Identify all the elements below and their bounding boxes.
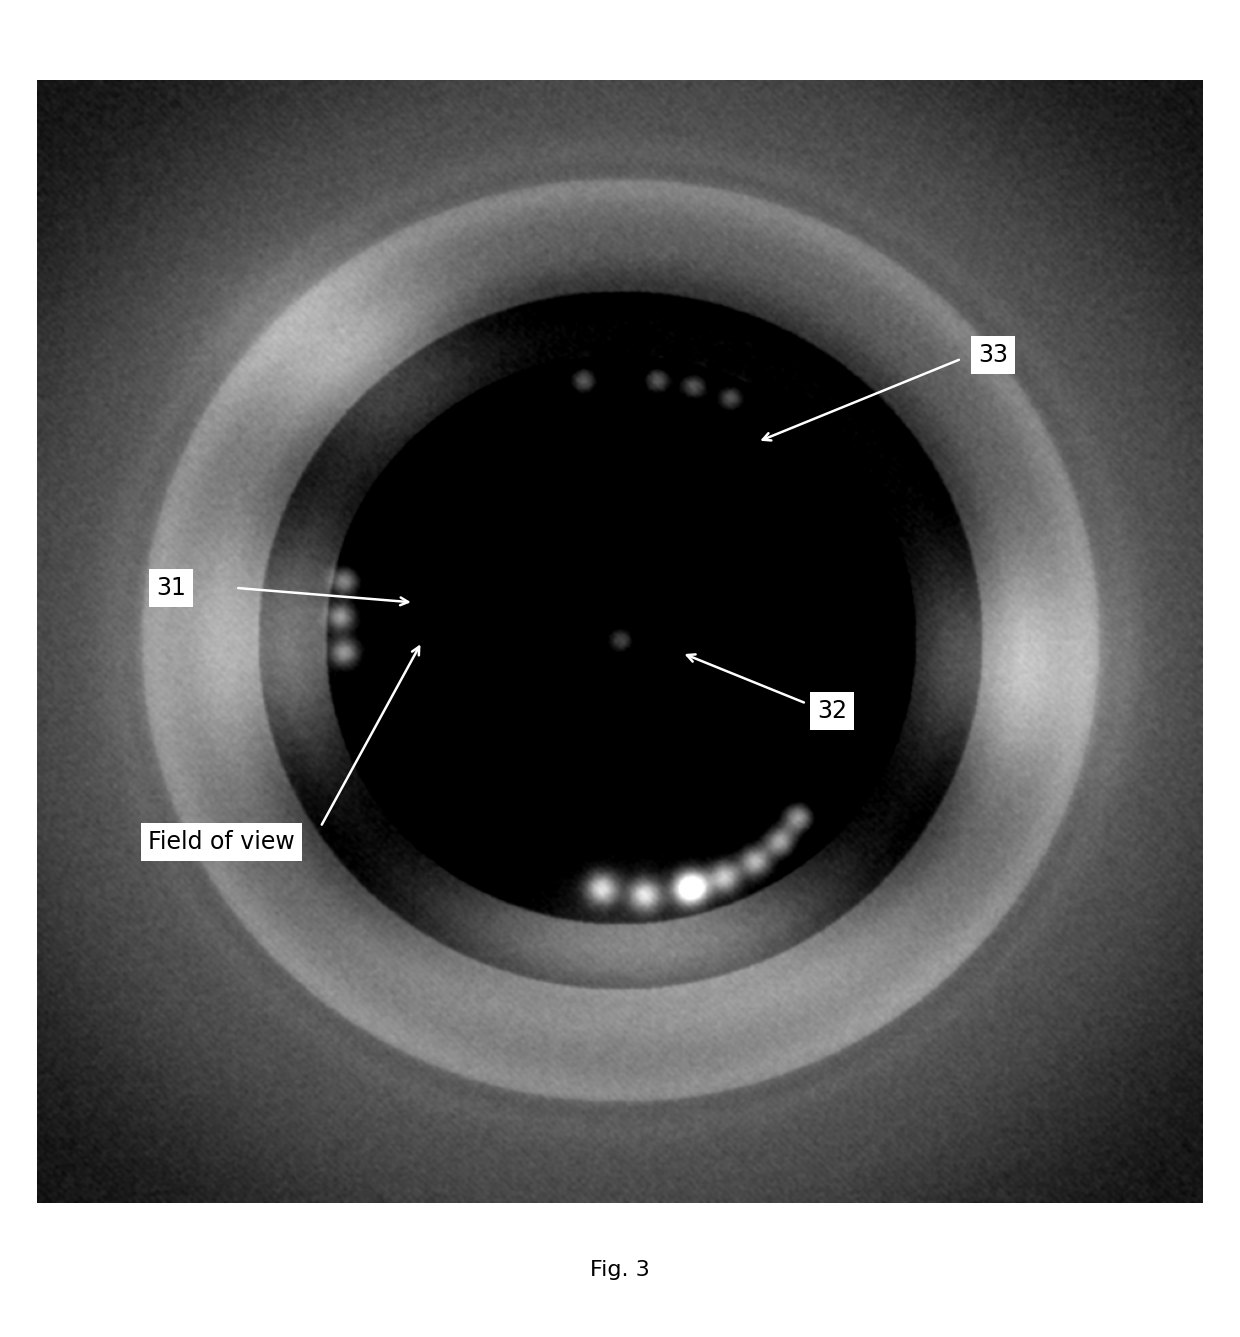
Text: 32: 32	[817, 699, 847, 723]
Text: Field of view: Field of view	[148, 830, 295, 853]
Text: 31: 31	[156, 576, 186, 600]
Text: 33: 33	[978, 344, 1008, 368]
Text: Fig. 3: Fig. 3	[590, 1261, 650, 1280]
